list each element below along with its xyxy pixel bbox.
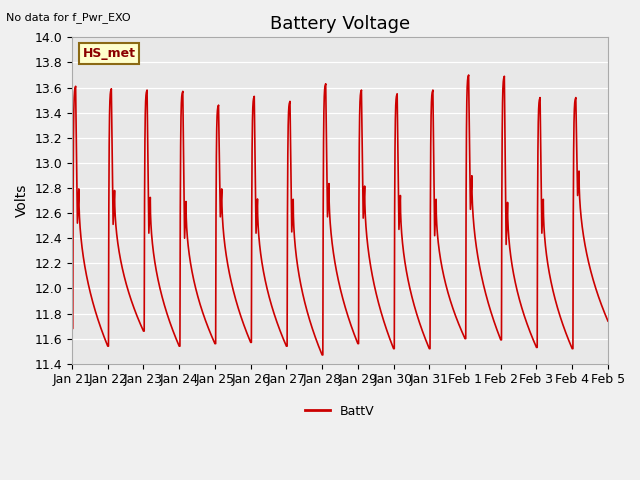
Legend: BattV: BattV xyxy=(300,400,380,423)
Title: Battery Voltage: Battery Voltage xyxy=(270,15,410,33)
Text: HS_met: HS_met xyxy=(83,47,136,60)
Y-axis label: Volts: Volts xyxy=(15,184,29,217)
Text: No data for f_Pwr_EXO: No data for f_Pwr_EXO xyxy=(6,12,131,23)
